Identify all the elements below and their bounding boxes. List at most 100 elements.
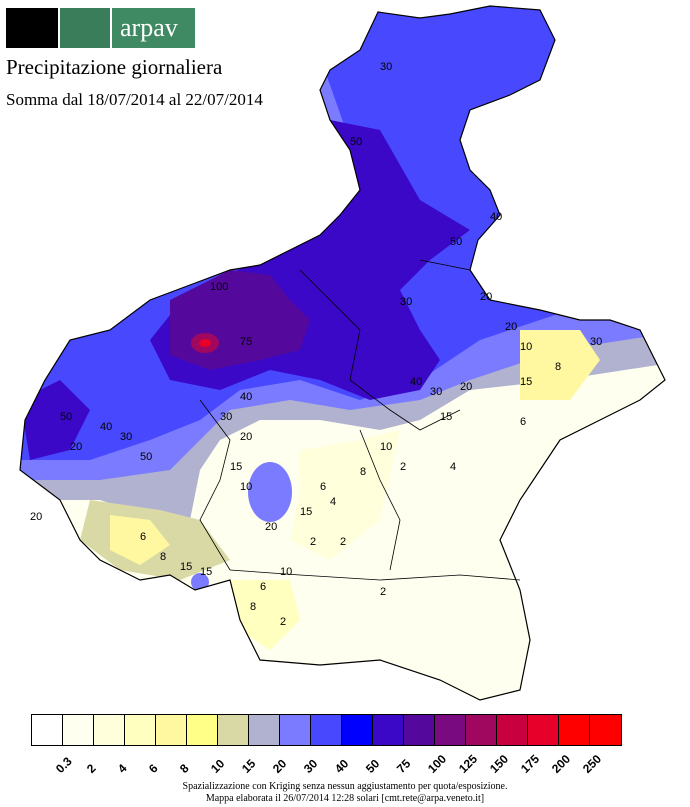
contour-label: 10 <box>520 341 532 353</box>
contour-label: 4 <box>330 496 336 508</box>
legend-swatch <box>497 715 528 745</box>
legend-swatch <box>311 715 342 745</box>
contour-label: 6 <box>520 416 526 428</box>
page-title: Precipitazione giornaliera <box>6 55 223 79</box>
legend-tick-label: 250 <box>580 751 605 776</box>
contour-label: 30 <box>430 386 442 398</box>
province-border <box>359 429 401 571</box>
contour-label: 50 <box>60 411 72 423</box>
contour-label: 8 <box>555 361 561 373</box>
lion-emblem-icon <box>6 8 58 48</box>
zone-8-east <box>520 330 600 400</box>
legend-swatch <box>435 715 466 745</box>
footer-credit: Mappa elaborata il 26/07/2014 12:28 sola… <box>205 793 485 804</box>
contour-label: 15 <box>180 561 192 573</box>
zone-30-spot <box>191 573 209 591</box>
contour-label: 8 <box>250 601 256 613</box>
contour-label: 50 <box>450 236 462 248</box>
legend-tick-label: 150 <box>487 751 512 776</box>
legend-tick-label: 10 <box>208 756 228 776</box>
arpav-logo: arpav <box>6 8 195 48</box>
legend-tick-label: 175 <box>518 751 543 776</box>
contour-label: 10 <box>240 481 252 493</box>
legend-swatch <box>125 715 156 745</box>
arpav-mark-icon <box>60 8 110 48</box>
contour-label: 20 <box>505 321 517 333</box>
legend-swatch <box>342 715 373 745</box>
contour-label: 10 <box>380 441 392 453</box>
legend-swatch <box>156 715 187 745</box>
contour-label: 15 <box>200 566 212 578</box>
contour-label: 20 <box>30 511 42 523</box>
legend-tick-label: 50 <box>363 756 383 776</box>
province-border <box>229 569 521 581</box>
legend-tick-label: 0.3 <box>53 754 75 776</box>
contour-label: 15 <box>520 376 532 388</box>
legend-tick-label: 6 <box>146 761 161 776</box>
zone-200 <box>199 339 211 347</box>
contour-label: 30 <box>120 431 132 443</box>
legend-ticks: 0.3 2 4 6 8 10 15 20 30 40 50 75 100 125 150 175 200 250 <box>31 748 651 776</box>
legend-swatch <box>187 715 218 745</box>
zone-8-south <box>110 515 170 565</box>
contour-label: 8 <box>160 551 166 563</box>
contour-label: 40 <box>100 421 112 433</box>
contour-label: 2 <box>400 461 406 473</box>
contour-label: 30 <box>590 336 602 348</box>
contour-label: 6 <box>320 481 326 493</box>
zone-6-center <box>290 430 400 560</box>
legend-tick-label: 200 <box>549 751 574 776</box>
legend-swatch <box>466 715 497 745</box>
legend-tick-label: 30 <box>301 756 321 776</box>
zone-30-center <box>248 462 292 522</box>
page-subtitle: Somma dal 18/07/2014 al 22/07/2014 <box>6 90 263 109</box>
contour-label: 30 <box>220 411 232 423</box>
contour-label: 2 <box>310 536 316 548</box>
contour-label: 20 <box>70 441 82 453</box>
contour-label: 6 <box>140 531 146 543</box>
legend-tick-label: 20 <box>270 756 290 776</box>
legend-swatch <box>94 715 125 745</box>
province-border <box>199 399 231 571</box>
contour-label: 20 <box>240 431 252 443</box>
contour-label: 50 <box>140 451 152 463</box>
contour-label: 20 <box>460 381 472 393</box>
contour-label: 6 <box>260 581 266 593</box>
contour-label: 75 <box>240 336 252 348</box>
legend-swatch <box>590 715 621 745</box>
zone-6-southwest <box>230 580 300 650</box>
contour-label: 15 <box>300 506 312 518</box>
contour-label: 40 <box>240 391 252 403</box>
province-border <box>299 269 461 431</box>
contour-label: 15 <box>440 411 452 423</box>
legend-swatch <box>559 715 590 745</box>
contour-label: 2 <box>280 616 286 628</box>
contour-label: 30 <box>380 61 392 73</box>
legend-swatch <box>218 715 249 745</box>
legend-swatch <box>32 715 63 745</box>
legend-tick-label: 100 <box>425 751 450 776</box>
logo-text: arpav <box>112 8 195 48</box>
legend-swatch <box>280 715 311 745</box>
contour-label: 50 <box>350 136 362 148</box>
contour-label: 100 <box>210 281 228 293</box>
legend-swatch <box>528 715 559 745</box>
contour-label: 30 <box>400 296 412 308</box>
legend-swatch <box>373 715 404 745</box>
legend-tick-label: 8 <box>177 761 192 776</box>
legend-tick-label: 2 <box>84 761 99 776</box>
legend-swatch <box>63 715 94 745</box>
contour-label: 10 <box>280 566 292 578</box>
legend-tick-label: 4 <box>115 761 130 776</box>
region-border <box>19 5 666 701</box>
contour-label: 2 <box>380 586 386 598</box>
contour-label: 40 <box>490 211 502 223</box>
legend-tick-label: 40 <box>332 756 352 776</box>
zone-west-75 <box>20 380 90 460</box>
color-legend <box>31 714 622 746</box>
legend-tick-label: 75 <box>394 756 414 776</box>
contour-label: 2 <box>340 536 346 548</box>
legend-swatch <box>249 715 280 745</box>
